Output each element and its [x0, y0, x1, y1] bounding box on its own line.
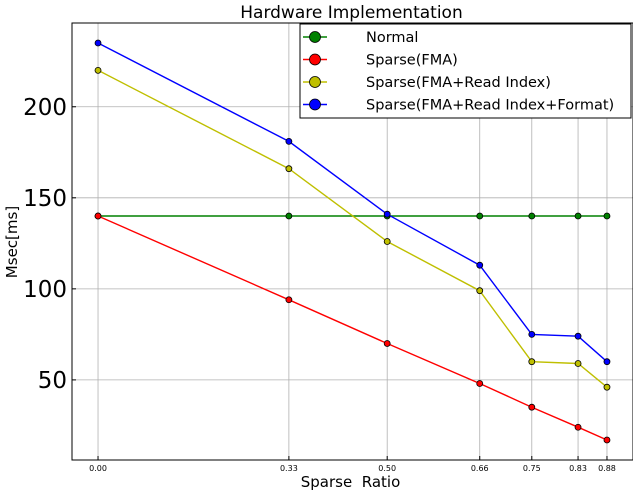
data-point	[383, 238, 391, 245]
x-axis: 0.00 0.33 0.50 0.66 0.75 0.83 0.88	[89, 456, 616, 473]
series-2	[94, 66, 611, 391]
data-point	[476, 212, 484, 220]
data-point	[574, 360, 582, 367]
legend-label: Sparse(FMA+Read Index+Format)	[366, 98, 614, 114]
x-tick-label: 0.83	[569, 464, 587, 473]
y-tick-label: 150	[23, 186, 67, 212]
y-axis-label: Msec[ms]	[3, 206, 21, 278]
data-point	[574, 423, 582, 431]
y-tick-label: 50	[38, 368, 67, 394]
x-tick-label: 0.66	[471, 464, 489, 473]
legend-marker	[309, 53, 321, 66]
data-point	[285, 296, 293, 304]
data-point	[603, 358, 611, 366]
x-tick-label: 0.75	[523, 464, 541, 473]
data-point	[528, 212, 536, 220]
data-point	[574, 332, 582, 340]
data-point	[603, 383, 611, 391]
chart-title: Hardware Implementation	[240, 3, 462, 23]
y-tick-label: 100	[23, 277, 67, 303]
series-1	[94, 212, 611, 444]
plot-frame	[71, 22, 633, 461]
data-point	[383, 210, 391, 218]
y-axis: 50 100 150 200	[23, 95, 76, 394]
data-point	[476, 287, 484, 295]
x-tick-label: 0.33	[280, 464, 298, 473]
x-tick-label: 0.88	[598, 464, 616, 473]
data-point	[285, 137, 293, 145]
data-point	[476, 261, 484, 269]
data-point	[476, 380, 484, 387]
legend-item: Sparse(FMA)	[303, 53, 458, 69]
x-tick-label: 0.00	[89, 464, 107, 473]
legend-item: Sparse(FMA+Read Index+Format)	[303, 98, 614, 114]
x-axis-label: Sparse Ratio	[301, 473, 401, 491]
data-point	[528, 403, 536, 411]
legend-marker	[309, 31, 321, 43]
data-point	[603, 436, 611, 444]
y-tick-label: 200	[23, 95, 67, 121]
data-point	[94, 66, 102, 74]
legend-item: Normal	[303, 30, 418, 46]
data-point	[383, 340, 391, 347]
x-tick-label: 0.50	[378, 464, 396, 473]
legend-item: Sparse(FMA+Read Index)	[303, 75, 551, 91]
legend-label: Sparse(FMA+Read Index)	[366, 75, 551, 91]
data-point	[94, 39, 102, 47]
data-point	[574, 212, 582, 220]
legend-label: Normal	[366, 30, 418, 46]
legend-marker	[309, 98, 321, 111]
data-point	[285, 165, 293, 173]
legend-label: Sparse(FMA)	[366, 53, 458, 69]
data-point	[285, 212, 293, 220]
series-3	[94, 39, 611, 366]
data-point	[528, 330, 536, 338]
data-point	[528, 358, 536, 366]
legend-box	[299, 23, 632, 119]
series-layer	[94, 39, 611, 444]
data-point	[94, 212, 102, 220]
legend-marker	[309, 76, 321, 88]
legend: Normal Sparse(FMA) Sparse(FMA+Read Index) S…	[299, 23, 632, 119]
data-point	[603, 212, 611, 220]
